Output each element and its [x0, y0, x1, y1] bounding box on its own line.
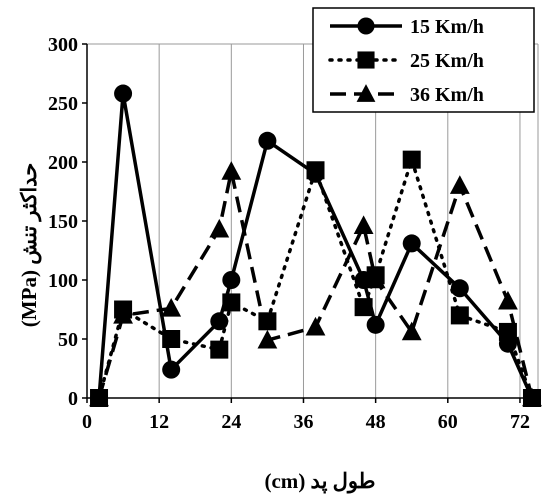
- data-point-15: [450, 279, 469, 298]
- data-point-15: [402, 234, 421, 253]
- data-point-36: [221, 161, 242, 180]
- tick-labels: 0 50 100 150 200 250 300 0 12 24 36 48 60 72: [48, 34, 530, 433]
- data-point-36: [209, 218, 230, 238]
- legend-label-15: 15 Km/h: [410, 16, 484, 38]
- x-tick-label: 36: [293, 411, 313, 433]
- legend-marker-36: [356, 84, 376, 102]
- series-line-15: [97, 91, 534, 400]
- data-point-36: [161, 297, 182, 317]
- legend-label-36: 36 Km/h: [410, 84, 484, 106]
- x-tick-label: 0: [82, 411, 92, 433]
- y-tick-label: 250: [48, 93, 78, 115]
- legend-marker-15: [357, 17, 375, 35]
- data-point-36: [305, 316, 326, 336]
- y-tick-label: 200: [48, 152, 78, 174]
- data-point-36: [449, 175, 470, 194]
- x-tick-label: 24: [221, 411, 241, 433]
- data-point-15: [354, 271, 373, 289]
- x-tick-label: 60: [438, 411, 458, 433]
- x-tick-label: 72: [510, 411, 530, 433]
- data-point-36: [257, 329, 278, 349]
- data-point-15: [366, 315, 385, 334]
- x-tick-label: 12: [149, 411, 169, 433]
- data-point-36: [498, 290, 518, 310]
- y-axis-label: حداکثر تنش (MPa): [17, 163, 42, 327]
- data-point-15: [114, 84, 133, 103]
- series-line-25: [97, 157, 534, 400]
- data-point-15: [162, 360, 181, 379]
- data-point-25: [450, 306, 469, 325]
- y-tick-label: 0: [68, 388, 78, 410]
- data-point-15: [258, 131, 277, 150]
- y-tick-label: 150: [48, 211, 78, 233]
- x-axis-label: طول پد (cm): [264, 469, 375, 494]
- data-point-25: [114, 300, 133, 319]
- data-point-36: [401, 321, 422, 341]
- series-group: [89, 84, 542, 407]
- y-tick-label: 100: [48, 270, 78, 292]
- legend: 15 Km/h 25 Km/h 36 Km/h: [312, 7, 535, 113]
- axes: [82, 43, 538, 403]
- y-tick-label: 50: [58, 329, 78, 351]
- data-point-15: [222, 271, 241, 289]
- legend-label-25: 25 Km/h: [410, 50, 484, 72]
- y-tick-label: 300: [48, 34, 78, 56]
- data-point-15: [498, 334, 517, 353]
- data-point-25: [210, 340, 229, 359]
- x-tick-label: 48: [366, 411, 386, 433]
- data-point-25: [258, 312, 277, 331]
- data-point-15: [306, 164, 325, 183]
- data-point-15: [210, 312, 229, 331]
- data-point-36: [353, 215, 374, 234]
- data-point-25: [402, 150, 421, 169]
- legend-marker-25: [357, 51, 375, 69]
